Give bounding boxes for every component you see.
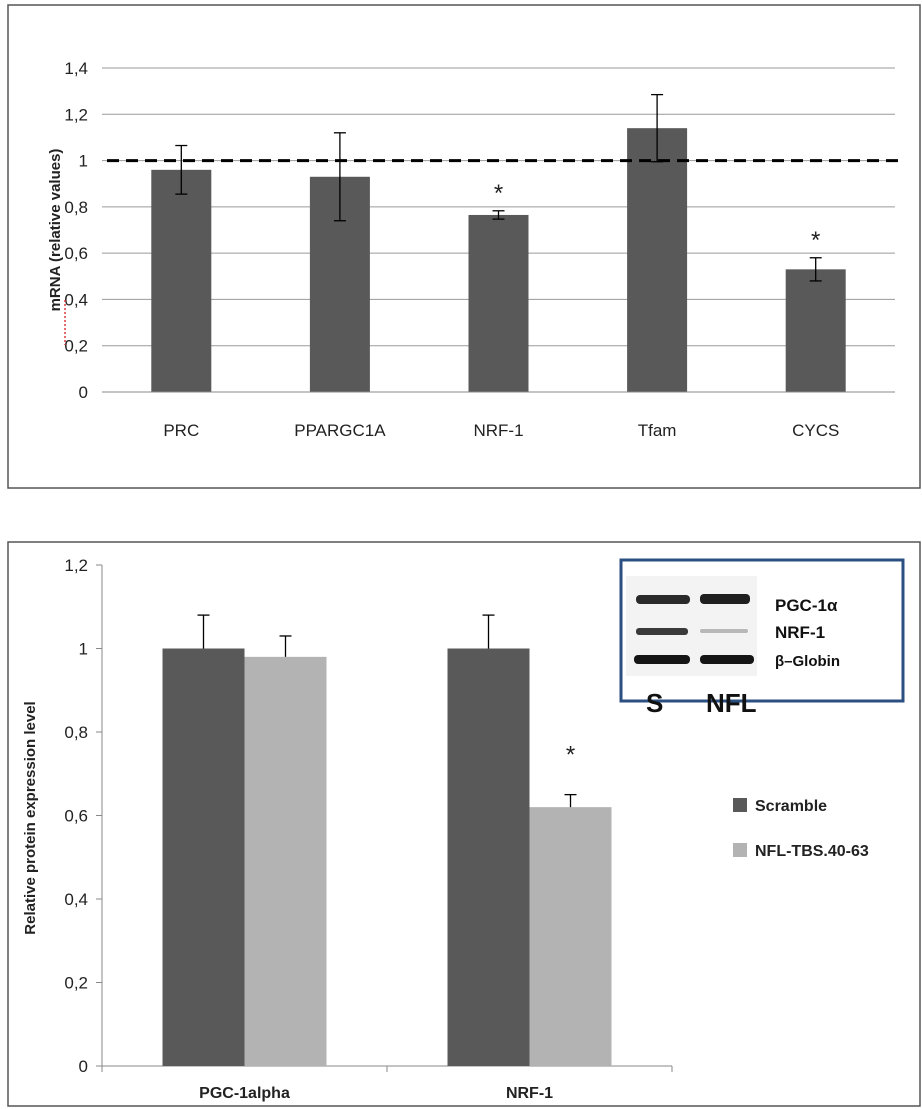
bar-scramble [162, 648, 245, 1066]
blot-lane-label-nfl: NFL [706, 688, 757, 718]
y-tick-label: 0,6 [64, 244, 88, 263]
significance-marker: * [811, 227, 820, 254]
bar-nfl-tbs-40-63 [244, 656, 327, 1066]
chart-panel-protein: 0 0,2 0,4 0,6 0,8 1 1,2 * PGC-1alpha NRF-1 Rela… [7, 541, 921, 1107]
x-tick-label: PPARGC1A [294, 421, 386, 440]
bar-nrf-1 [468, 214, 529, 392]
bar-series [162, 648, 612, 1066]
blot-label-pgc1a: PGC-1α [775, 596, 838, 615]
y-tick-label: 0,8 [64, 198, 88, 217]
blot-lane-label-s: S [646, 688, 663, 718]
y-tick-label: 1,2 [64, 556, 88, 575]
x-tick-labels: PRC PPARGC1A NRF-1 Tfam CYCS [163, 421, 839, 440]
y-tick-label: 0,4 [64, 890, 88, 909]
x-tick-label: NRF-1 [473, 421, 523, 440]
bar-tfam [627, 128, 688, 392]
blot-bands [634, 594, 754, 664]
bar-cycs [785, 269, 846, 392]
x-tick-label: PGC-1alpha [199, 1085, 290, 1102]
significance-markers: ** [494, 180, 821, 254]
legend: Scramble NFL-TBS.40-63 [733, 798, 869, 860]
significance-marker: * [494, 180, 503, 207]
bar-scramble [447, 648, 530, 1066]
legend-swatch-scramble [733, 798, 747, 812]
bar-nfl-tbs-40-63 [529, 807, 612, 1066]
chart-panel-mrna: 00,20,40,60,811,21,4 ** PRC PPARGC1A NRF-1… [7, 4, 921, 489]
y-axis-label: Relative protein expression level [22, 701, 39, 934]
legend-label-scramble: Scramble [755, 798, 827, 815]
error-bars [197, 614, 577, 808]
y-tick-label: 0,2 [64, 337, 88, 356]
legend-swatch-nfl-tbs [733, 843, 747, 857]
bar-prc [151, 169, 212, 392]
x-tick-labels: PGC-1alpha NRF-1 [101, 1066, 673, 1102]
y-tick-labels: 0 0,2 0,4 0,6 0,8 1 1,2 [64, 556, 102, 1076]
y-tick-label: 1,2 [64, 105, 88, 124]
x-tick-label: Tfam [638, 421, 677, 440]
panel-a-border [7, 4, 921, 489]
x-tick-label: PRC [163, 421, 199, 440]
y-tick-label: 0,6 [64, 807, 88, 826]
error-bars [175, 93, 822, 282]
blot-label-beta-globin: β–Globin [775, 653, 840, 670]
significance-marker: * [566, 742, 575, 769]
y-tick-labels: 0 0,2 0,4 0,6 0,8 1 1,2 1,4 [64, 59, 88, 402]
y-tick-label: 0,2 [64, 974, 88, 993]
y-tick-label: 0 [79, 383, 88, 402]
y-tick-label: 1 [79, 152, 88, 171]
legend-label-nfl-tbs: NFL-TBS.40-63 [755, 843, 869, 860]
y-axis-label: mRNA (relative values) [47, 149, 64, 312]
significance-markers: * [566, 742, 575, 769]
y-tick-label: 0 [79, 1057, 88, 1076]
y-tick-label: 0,4 [64, 290, 88, 309]
x-tick-label: NRF-1 [506, 1085, 553, 1102]
x-tick-label: CYCS [792, 421, 839, 440]
blot-label-nrf1: NRF-1 [775, 623, 825, 642]
western-blot-inset: PGC-1α NRF-1 β–Globin S NFL [619, 558, 905, 718]
y-tick-label: 1,4 [64, 59, 88, 78]
y-tick-label: 1 [79, 640, 88, 659]
y-tick-label: 0,8 [64, 723, 88, 742]
